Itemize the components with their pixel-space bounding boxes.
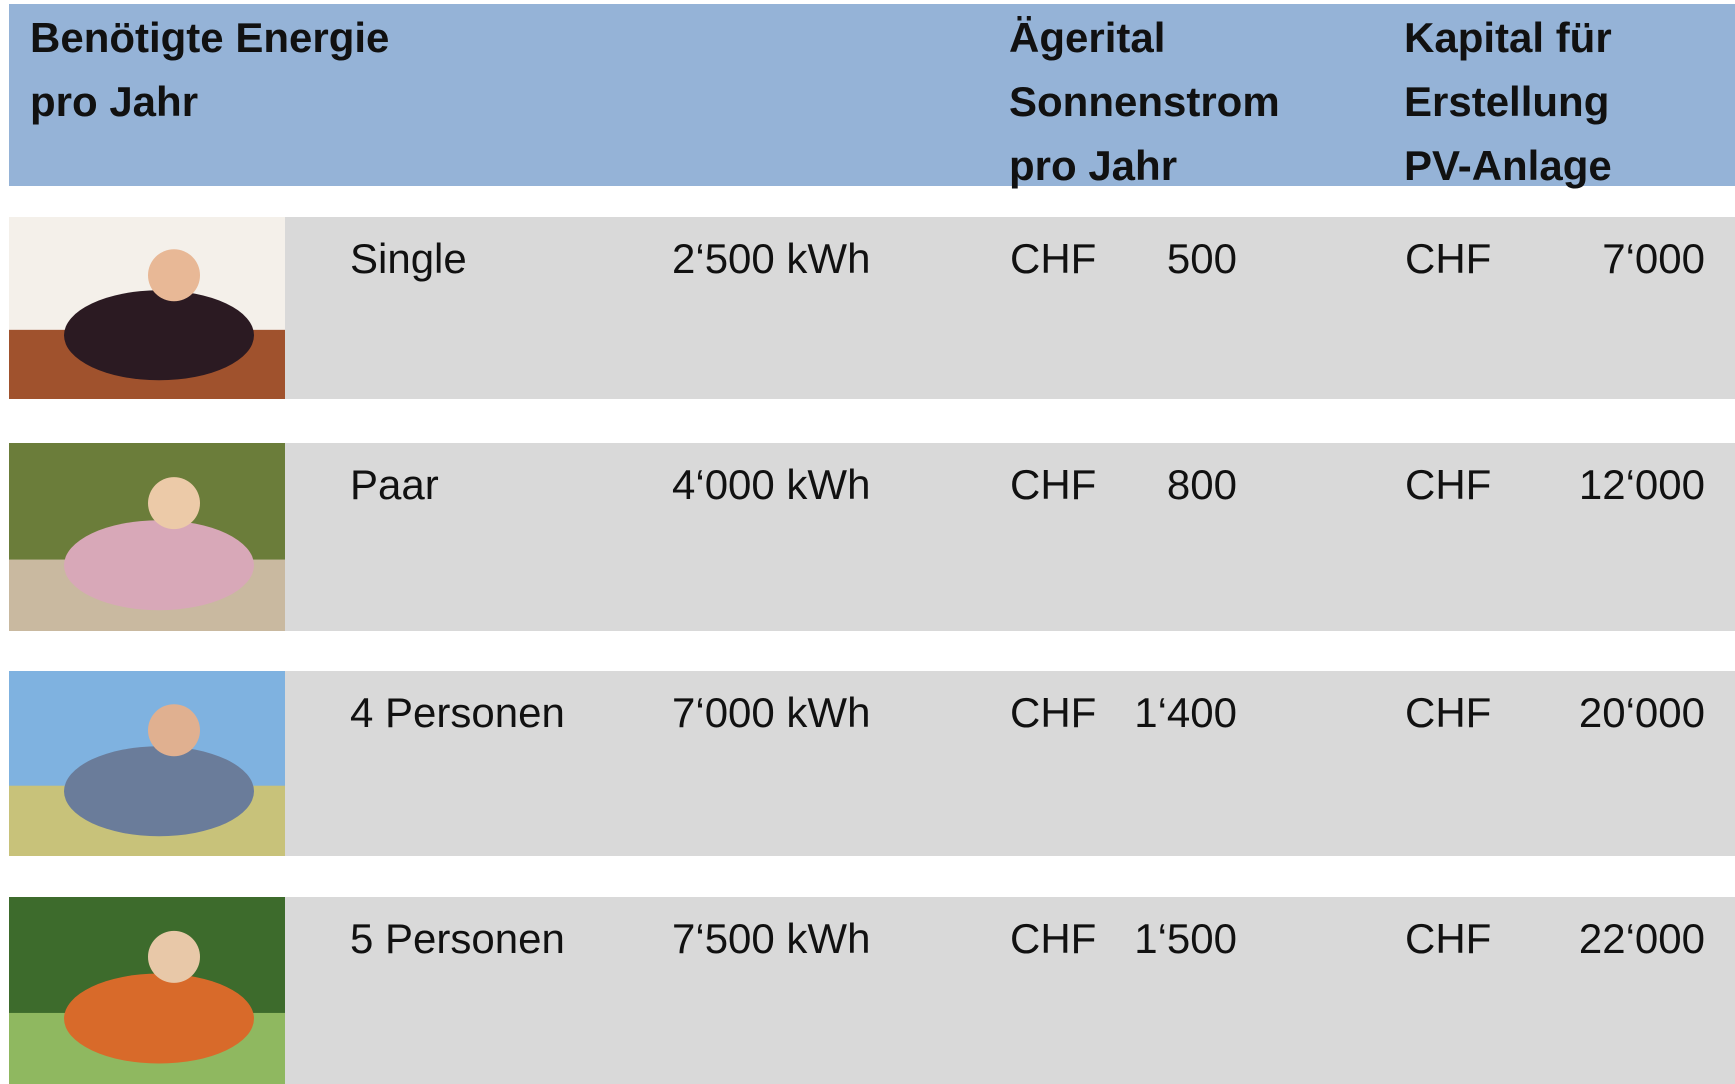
yield-cell: 1‘400 (1134, 685, 1237, 741)
currency-cell: CHF (1405, 231, 1491, 287)
currency-cell: CHF (1010, 457, 1096, 513)
header-line: Erstellung (1404, 70, 1612, 134)
capital-cell: 22‘000 (1579, 911, 1705, 967)
photo (9, 897, 285, 1084)
page: (() => { const data = JSON.parse(documen… (0, 0, 1735, 1084)
header-line: Sonnenstrom (1009, 70, 1280, 134)
yield-cell: 500 (1167, 231, 1237, 287)
header-line: pro Jahr (1009, 134, 1280, 198)
currency-cell: CHF (1010, 231, 1096, 287)
household-cell: 4 Personen (350, 685, 565, 741)
energy-cell: 2‘500 kWh (672, 231, 870, 287)
header-line: Kapital für (1404, 6, 1612, 70)
energy-cell: 4‘000 kWh (672, 457, 870, 513)
yield-cell: 1‘500 (1134, 911, 1237, 967)
header-line: PV-Anlage (1404, 134, 1612, 198)
currency-cell: CHF (1010, 685, 1096, 741)
header-line: Ägerital (1009, 6, 1280, 70)
photo (9, 443, 285, 631)
photo (9, 217, 285, 399)
photo (9, 671, 285, 856)
capital-cell: 7‘000 (1602, 231, 1705, 287)
energy-cell: 7‘000 kWh (672, 685, 870, 741)
table-row: 5 Personen 7‘500 kWh CHF 1‘500 CHF 22‘000 (9, 897, 1735, 1084)
currency-cell: CHF (1405, 911, 1491, 967)
household-cell: 5 Personen (350, 911, 565, 967)
table-row: Paar 4‘000 kWh CHF 800 CHF 12‘000 (9, 443, 1735, 631)
currency-cell: CHF (1010, 911, 1096, 967)
table-row: 4 Personen 7‘000 kWh CHF 1‘400 CHF 20‘000 (9, 671, 1735, 856)
currency-cell: CHF (1405, 685, 1491, 741)
yield-cell: 800 (1167, 457, 1237, 513)
household-cell: Paar (350, 457, 439, 513)
table-row: Single 2‘500 kWh CHF 500 CHF 7‘000 (9, 217, 1735, 399)
header-line: pro Jahr (30, 70, 389, 134)
energy-cell: 7‘500 kWh (672, 911, 870, 967)
capital-cell: 12‘000 (1579, 457, 1705, 513)
header-line: Benötigte Energie (30, 6, 389, 70)
household-cell: Single (350, 231, 467, 287)
currency-cell: CHF (1405, 457, 1491, 513)
capital-cell: 20‘000 (1579, 685, 1705, 741)
